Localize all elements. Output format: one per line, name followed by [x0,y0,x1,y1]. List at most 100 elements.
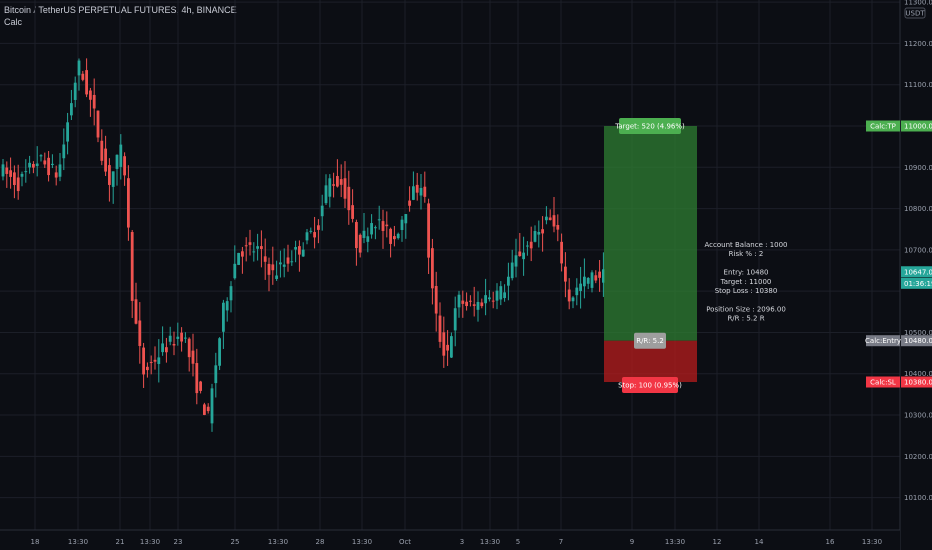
price-tick: 10500.00 [904,329,932,337]
rr-label-box[interactable] [634,332,666,349]
candle-down [5,167,9,174]
price-tag[interactable]: 10647.00 [901,266,932,278]
candle-up [305,232,309,241]
info-line: Position Size : 2096.00 [706,305,786,313]
time-tick: 23 [174,538,183,546]
stop-label-text: Stop: 100 (0.95%) [618,382,682,390]
target-label-box[interactable] [619,118,681,134]
price-tag-box [901,376,932,388]
candle-down [385,224,389,227]
candle-up [484,295,487,304]
price-axis[interactable]: 11300.00 11200.00 11100.00 10900.00 10800.00… [865,0,932,550]
candle-down [381,221,385,231]
candle-down [123,156,126,176]
candle-down [427,203,430,258]
candle-down [85,70,88,95]
candle-up [396,233,400,239]
price-tag-value: 10480.00 [904,337,932,345]
candle-down [351,205,354,219]
time-tick: 13:30 [480,538,500,546]
candle-up [377,219,381,221]
currency-badge[interactable]: USDT [904,7,926,19]
price-tag-prefix-box [866,120,900,132]
candle-up [419,187,423,196]
price-tag-box [901,277,932,289]
currency-badge-box[interactable] [904,7,926,19]
time-tick: 7 [559,538,563,546]
candle-up [229,286,233,301]
price-tag[interactable]: 01:36:19 [901,277,932,289]
rr-label[interactable]: R/R: 5.2 [634,332,666,349]
candle-down [146,366,149,371]
long-position-tool[interactable]: Target: 520 (4.96%) R/R: 5.2 Stop: 100 (0.… [604,118,697,393]
candle-down [89,90,92,100]
candle-down [567,289,571,302]
time-tick: 3 [460,538,464,546]
info-line: R/R : 5.2 R [727,315,764,323]
price-tag-box [901,120,932,132]
time-tick: 13:30 [140,538,160,546]
candle-down [461,300,465,304]
candle-up [115,154,119,169]
candle-down [149,362,153,364]
rr-label-text: R/R: 5.2 [636,337,664,345]
time-axis[interactable]: 18 13:30 21 13:30 23 25 13:30 28 13:30 Oct 3 13:30 5… [0,529,900,550]
time-tick: 13:30 [862,538,882,546]
time-tick: 28 [316,538,325,546]
candle-up [514,255,518,267]
candle-up [168,335,172,342]
candle-up [301,249,305,257]
candle-up [77,60,81,76]
candle-down [165,347,168,353]
candle-up [225,301,229,311]
candle-up [571,297,575,302]
candle-down [339,179,343,185]
candle-up [400,219,404,230]
time-tick: 21 [116,538,125,546]
time-tick: 13:30 [352,538,372,546]
candle-down [442,332,446,356]
candle-up [210,388,214,424]
candle-up [328,178,332,197]
price-tag-box [901,335,932,347]
candle-up [279,262,282,265]
price-tick: 10800.00 [904,205,932,213]
candle-down [267,263,271,275]
stop-label[interactable]: Stop: 100 (0.95%) [618,377,682,393]
candle-down [564,266,567,282]
candle-down [434,285,438,314]
price-tick: 10900.00 [904,164,932,172]
profit-zone[interactable] [604,126,697,341]
candle-down [336,176,339,187]
candle-up [586,277,590,284]
price-tick: 11300.00 [904,0,932,7]
candle-up [404,214,408,224]
candle-up [374,227,377,229]
candle-up [412,186,415,200]
candle-down [286,257,290,264]
indicator-label[interactable]: Calc [4,17,23,27]
candle-down [16,177,20,192]
price-tag-prefix: Calc:Entry [865,337,901,345]
time-tick: 13:30 [665,538,685,546]
price-tag[interactable]: Calc:TP 11000.00 [866,120,932,132]
candle-down [393,236,396,240]
price-tick: 10700.00 [904,246,932,254]
candle-up [362,230,366,238]
candle-down [332,184,335,186]
stop-label-box[interactable] [622,377,678,393]
time-tick: Oct [399,538,411,546]
price-tag[interactable]: Calc:SL 10380.00 [866,376,932,388]
candle-up [24,171,28,173]
candle-down [347,186,351,211]
candle-down [206,406,210,412]
target-label[interactable]: Target: 520 (4.96%) [614,118,685,134]
candle-up [39,155,43,157]
price-tag-prefix-box [866,376,900,388]
candle-up [450,336,453,358]
candle-down [263,256,267,262]
candle-up [457,294,461,308]
candle-down [298,246,301,255]
